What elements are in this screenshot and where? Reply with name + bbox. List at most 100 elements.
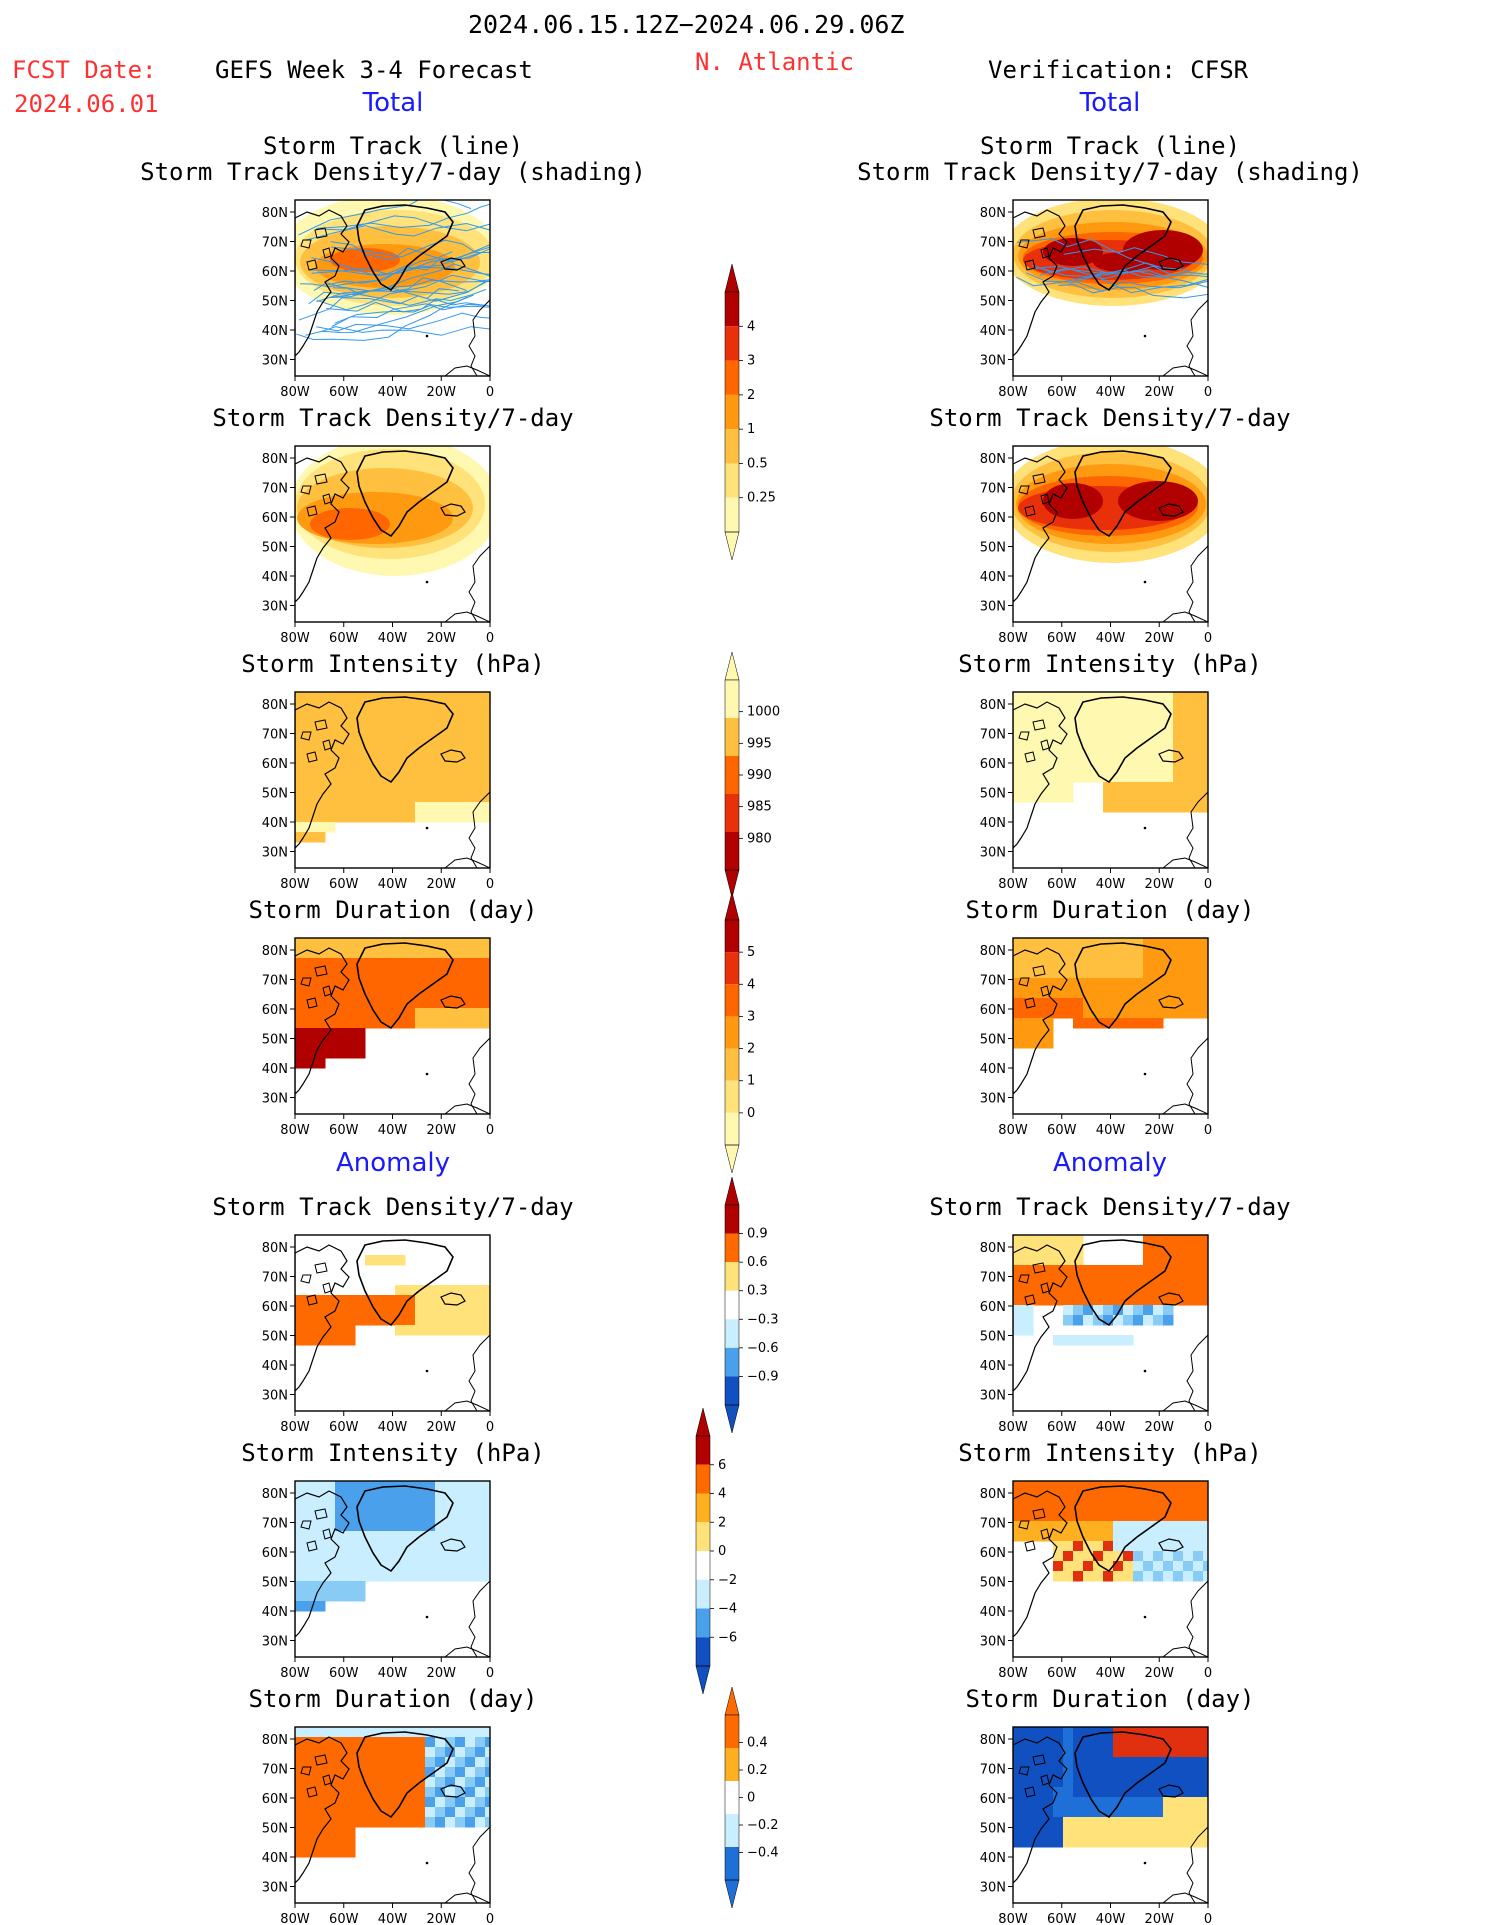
lon-tick-label: 20W bbox=[427, 385, 457, 400]
section-total-left: Total bbox=[362, 88, 424, 118]
storm-track-line bbox=[1063, 247, 1208, 266]
lon-tick-label: 20W bbox=[427, 1420, 457, 1435]
lon-tick-label: 0 bbox=[1204, 1666, 1212, 1681]
colorbar-label: 3 bbox=[747, 1009, 755, 1024]
colorbar-segment bbox=[725, 952, 739, 985]
storm-track-line bbox=[305, 294, 474, 336]
colorbar-segment bbox=[725, 1205, 739, 1234]
lon-tick-label: 40W bbox=[378, 1666, 408, 1681]
lon-tick-label: 60W bbox=[1047, 385, 1077, 400]
panel-title-duration-anom-left: Storm Duration (day) bbox=[248, 1685, 538, 1713]
colorbar-segment bbox=[696, 1579, 710, 1609]
lat-tick-label: 40N bbox=[262, 1062, 288, 1077]
lat-tick-label: 80N bbox=[980, 1241, 1006, 1256]
colorbar-label: −6 bbox=[718, 1630, 737, 1645]
lat-tick-label: 70N bbox=[262, 728, 288, 743]
lat-tick-label: 80N bbox=[980, 698, 1006, 713]
lat-tick-label: 30N bbox=[980, 1389, 1006, 1404]
colorbar-segment bbox=[725, 1016, 739, 1049]
section-anomaly-right: Anomaly bbox=[1052, 1148, 1168, 1178]
panel-title-track-shading-right: Storm Track Density/7-day (shading) bbox=[857, 158, 1363, 186]
lon-tick-label: 80W bbox=[998, 877, 1028, 892]
map-density-anom-forecast: 80N 70N 60N 50N 40N 30N 80W 60W 40W 20W 0 bbox=[262, 1234, 494, 1435]
colorbar-segment bbox=[725, 292, 739, 327]
colorbar-segment bbox=[696, 1522, 710, 1551]
lon-tick-label: 60W bbox=[1047, 1123, 1077, 1138]
lon-tick-label: 0 bbox=[1204, 1912, 1212, 1925]
colorbar-label: 980 bbox=[747, 831, 772, 846]
panel-title-track-line-right: Storm Track (line) bbox=[979, 132, 1241, 160]
lon-tick-label: 80W bbox=[280, 631, 310, 646]
colorbar-label: 0 bbox=[747, 1791, 755, 1806]
lon-tick-label: 60W bbox=[1047, 877, 1077, 892]
lat-tick-label: 80N bbox=[262, 452, 288, 467]
colorbar-segment bbox=[696, 1464, 710, 1494]
fcst-date-value: 2024.06.01 bbox=[14, 90, 159, 118]
storm-track-line bbox=[331, 303, 490, 327]
panel-title-duration-right: Storm Duration (day) bbox=[965, 896, 1255, 924]
lat-tick-label: 30N bbox=[262, 1635, 288, 1650]
colorbar-label: 990 bbox=[747, 768, 772, 783]
colorbar-segment bbox=[725, 984, 739, 1017]
storm-track-line bbox=[330, 274, 490, 298]
map-intensity-forecast: 80N 70N 60N 50N 40N 30N 80W 60W 40W 20W 0 bbox=[262, 691, 494, 892]
lon-tick-label: 40W bbox=[1096, 631, 1126, 646]
lat-tick-label: 40N bbox=[980, 816, 1006, 831]
colorbar-segment bbox=[725, 1347, 739, 1377]
lat-tick-label: 80N bbox=[262, 698, 288, 713]
lon-tick-label: 40W bbox=[378, 877, 408, 892]
lon-tick-label: 80W bbox=[998, 1912, 1028, 1925]
lon-tick-label: 0 bbox=[486, 1123, 494, 1138]
storm-track-line bbox=[333, 287, 486, 306]
colorbar-label: 2 bbox=[747, 1042, 755, 1057]
colorbar-segment bbox=[725, 920, 739, 953]
lon-tick-label: 60W bbox=[329, 631, 359, 646]
lon-tick-label: 0 bbox=[486, 877, 494, 892]
lat-tick-label: 70N bbox=[980, 1271, 1006, 1286]
lon-tick-label: 0 bbox=[1204, 1420, 1212, 1435]
map-intensity-anom-verification: 80N 70N 60N 50N 40N 30N 80W 60W 40W 20W 0 bbox=[980, 1480, 1212, 1681]
colorbar-label: 985 bbox=[747, 800, 772, 815]
lat-tick-label: 50N bbox=[262, 295, 288, 310]
map-density-forecast: 80N 70N 60N 50N 40N 30N 80W 60W 40W 20W 0 bbox=[262, 445, 494, 646]
colorbar-label: 1000 bbox=[747, 705, 780, 720]
lon-tick-label: 0 bbox=[1204, 631, 1212, 646]
lon-tick-label: 0 bbox=[486, 1912, 494, 1925]
lat-tick-label: 40N bbox=[980, 1062, 1006, 1077]
lat-tick-label: 40N bbox=[262, 570, 288, 585]
colorbar-label: 0 bbox=[718, 1544, 726, 1559]
storm-track-line bbox=[309, 266, 490, 276]
lon-tick-label: 80W bbox=[998, 385, 1028, 400]
storm-track-line bbox=[296, 296, 468, 341]
lat-tick-label: 50N bbox=[980, 1330, 1006, 1345]
lon-tick-label: 60W bbox=[329, 1420, 359, 1435]
colorbar-label: −4 bbox=[718, 1602, 737, 1617]
storm-track-line bbox=[331, 239, 490, 258]
lon-tick-label: 20W bbox=[1145, 1123, 1175, 1138]
lon-tick-label: 60W bbox=[329, 385, 359, 400]
lat-tick-label: 40N bbox=[980, 324, 1006, 339]
lon-tick-label: 20W bbox=[1145, 1912, 1175, 1925]
lon-tick-label: 40W bbox=[1096, 1123, 1126, 1138]
fcst-date-label: FCST Date: bbox=[12, 56, 157, 84]
lon-tick-label: 40W bbox=[1096, 385, 1126, 400]
lon-tick-label: 60W bbox=[329, 1912, 359, 1925]
lon-tick-label: 60W bbox=[329, 1666, 359, 1681]
panel-title-track-shading-left: Storm Track Density/7-day (shading) bbox=[140, 158, 646, 186]
lon-tick-label: 40W bbox=[378, 1123, 408, 1138]
lon-tick-label: 60W bbox=[1047, 1912, 1077, 1925]
lon-tick-label: 40W bbox=[1096, 1912, 1126, 1925]
lat-tick-label: 50N bbox=[262, 541, 288, 556]
lon-tick-label: 40W bbox=[378, 631, 408, 646]
lon-tick-label: 80W bbox=[280, 385, 310, 400]
lon-tick-label: 40W bbox=[1096, 1666, 1126, 1681]
lat-tick-label: 60N bbox=[262, 1546, 288, 1561]
colorbar-label: 0.25 bbox=[747, 491, 776, 506]
colorbar-label: 2 bbox=[718, 1515, 726, 1530]
lat-tick-label: 70N bbox=[980, 1517, 1006, 1532]
lon-tick-label: 80W bbox=[998, 1123, 1028, 1138]
panel-title-intensity-anom-left: Storm Intensity (hPa) bbox=[241, 1439, 545, 1467]
lat-tick-label: 50N bbox=[980, 787, 1006, 802]
storm-track-line bbox=[1017, 237, 1158, 268]
